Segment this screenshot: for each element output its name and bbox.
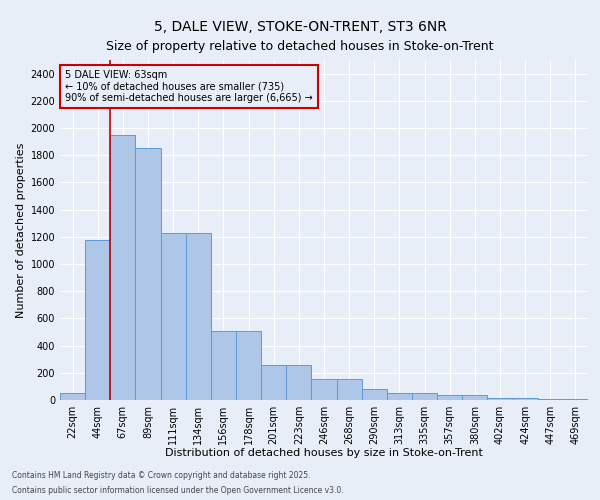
Bar bbox=[362, 389, 387, 400]
Text: 5, DALE VIEW, STOKE-ON-TRENT, ST3 6NR: 5, DALE VIEW, STOKE-ON-TRENT, ST3 6NR bbox=[154, 20, 446, 34]
Bar bbox=[60, 393, 85, 400]
Bar bbox=[412, 393, 437, 400]
Bar bbox=[110, 135, 136, 400]
Bar bbox=[437, 395, 462, 400]
Bar bbox=[236, 330, 261, 400]
Bar bbox=[186, 234, 211, 400]
Bar bbox=[136, 148, 161, 400]
Bar bbox=[337, 379, 362, 400]
Y-axis label: Number of detached properties: Number of detached properties bbox=[16, 142, 26, 318]
Bar bbox=[261, 364, 286, 400]
Text: Contains public sector information licensed under the Open Government Licence v3: Contains public sector information licen… bbox=[12, 486, 344, 495]
X-axis label: Distribution of detached houses by size in Stoke-on-Trent: Distribution of detached houses by size … bbox=[165, 448, 483, 458]
Bar bbox=[211, 330, 236, 400]
Bar bbox=[512, 398, 538, 400]
Bar bbox=[85, 240, 110, 400]
Bar bbox=[563, 398, 588, 400]
Bar bbox=[286, 364, 311, 400]
Text: Size of property relative to detached houses in Stoke-on-Trent: Size of property relative to detached ho… bbox=[106, 40, 494, 53]
Bar bbox=[387, 393, 412, 400]
Bar bbox=[487, 398, 512, 400]
Bar bbox=[161, 234, 186, 400]
Bar bbox=[462, 395, 487, 400]
Bar bbox=[538, 398, 563, 400]
Bar bbox=[311, 379, 337, 400]
Text: 5 DALE VIEW: 63sqm
← 10% of detached houses are smaller (735)
90% of semi-detach: 5 DALE VIEW: 63sqm ← 10% of detached hou… bbox=[65, 70, 313, 103]
Text: Contains HM Land Registry data © Crown copyright and database right 2025.: Contains HM Land Registry data © Crown c… bbox=[12, 471, 311, 480]
